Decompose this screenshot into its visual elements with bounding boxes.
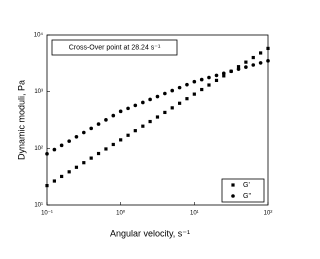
point <box>82 161 86 165</box>
point <box>236 65 241 69</box>
point <box>74 165 79 169</box>
point <box>236 67 241 71</box>
point <box>251 55 255 60</box>
point <box>214 73 219 78</box>
point <box>74 134 79 139</box>
point <box>214 78 219 83</box>
point <box>67 170 71 174</box>
point <box>141 124 145 128</box>
x-tick-label: 10² <box>264 211 273 217</box>
point <box>199 77 204 82</box>
y-tick-label: 10³ <box>34 89 43 95</box>
x-tick-label: 10⁰ <box>116 210 126 217</box>
point <box>185 97 189 101</box>
point <box>266 46 270 51</box>
point <box>170 106 174 110</box>
point <box>148 119 152 124</box>
point <box>244 65 248 69</box>
y-tick-label: 10⁴ <box>34 32 44 39</box>
point <box>89 126 93 131</box>
chart: Cross-Over point at 28.24 s⁻¹ Angular ve… <box>16 32 273 239</box>
point <box>192 92 196 96</box>
point <box>207 83 211 87</box>
point <box>126 106 130 111</box>
annotation: Cross-Over point at 28.24 s⁻¹ <box>69 44 161 51</box>
point <box>222 74 226 78</box>
point <box>177 85 182 90</box>
legend-label: G'' <box>243 193 251 200</box>
point <box>119 138 123 142</box>
x-axis-label: Angular velocity, s⁻¹ <box>110 228 190 238</box>
point <box>52 179 56 183</box>
point <box>200 87 204 92</box>
point <box>258 61 263 65</box>
point <box>148 97 152 102</box>
point <box>111 113 116 118</box>
y-tick-label: 10² <box>34 146 43 152</box>
point <box>133 103 138 108</box>
point <box>244 60 248 64</box>
legend-label: G' <box>243 182 250 189</box>
point <box>229 69 233 74</box>
point <box>126 133 130 137</box>
point <box>192 79 197 84</box>
point <box>45 183 49 188</box>
point <box>163 110 167 115</box>
point <box>67 139 71 143</box>
annotation-box <box>51 39 178 56</box>
x-tick-label: 10⁻¹ <box>41 211 53 217</box>
point <box>96 151 101 156</box>
point <box>118 109 123 114</box>
point <box>82 130 86 135</box>
point <box>59 143 64 148</box>
point <box>111 142 115 147</box>
point <box>207 75 211 80</box>
point <box>45 152 49 156</box>
point <box>155 115 160 119</box>
point <box>89 156 93 160</box>
legend-marker <box>231 183 235 187</box>
point <box>141 100 145 105</box>
point <box>170 88 175 93</box>
legend-marker <box>231 194 235 198</box>
point <box>60 174 64 179</box>
point <box>104 118 108 122</box>
x-tick-label: 10¹ <box>190 211 199 217</box>
point <box>185 82 189 87</box>
point <box>266 59 270 63</box>
point <box>221 71 226 76</box>
point <box>96 122 101 126</box>
point <box>163 91 167 96</box>
point <box>178 101 182 105</box>
point <box>259 51 263 55</box>
point <box>133 129 137 133</box>
y-axis-label: Dynamic moduli, Pa <box>16 80 26 160</box>
point <box>52 147 57 152</box>
plot-frame <box>46 34 269 206</box>
point <box>251 63 256 67</box>
y-tick-label: 10¹ <box>34 203 43 209</box>
point <box>155 94 160 99</box>
point <box>104 147 108 151</box>
